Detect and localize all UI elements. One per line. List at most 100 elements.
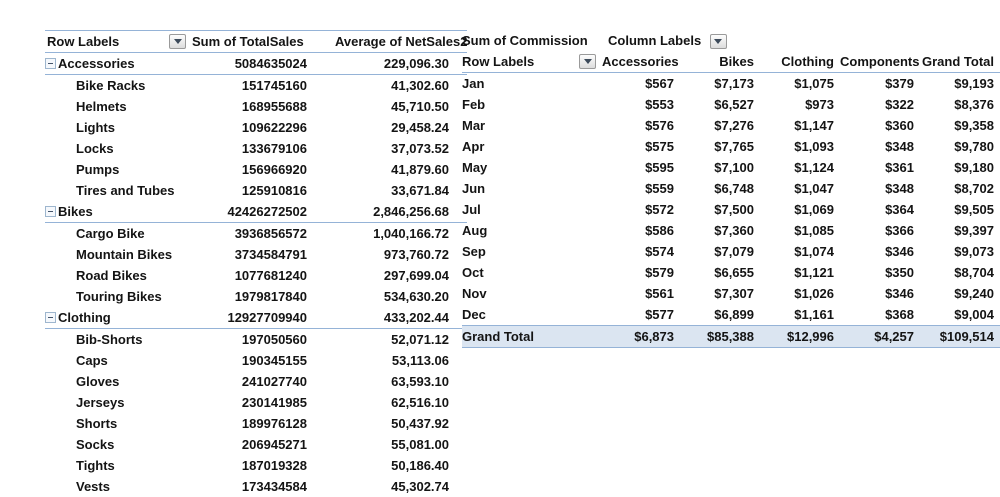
- avg-net-sales-cell[interactable]: 29,458.24: [391, 120, 449, 135]
- components-value-cell[interactable]: $350: [885, 265, 914, 280]
- row-labels-filter-dropdown[interactable]: [579, 54, 596, 69]
- row-label-cell[interactable]: Clothing: [45, 307, 190, 329]
- month-label-cell[interactable]: Jul: [462, 202, 481, 217]
- clothing-value-cell[interactable]: $1,147: [794, 118, 834, 133]
- avg-net-sales-cell[interactable]: 297,699.04: [383, 268, 449, 283]
- components-value-cell[interactable]: $379: [885, 76, 914, 91]
- clothing-value-cell[interactable]: $1,124: [794, 160, 834, 175]
- clothing-value-cell[interactable]: $1,026: [794, 286, 834, 301]
- grand-total-value-cell[interactable]: $9,240: [954, 286, 994, 301]
- column-labels-cell[interactable]: Column Labels: [600, 30, 1000, 51]
- bikes-value-cell[interactable]: $7,079: [714, 244, 754, 259]
- avg-net-sales-cell[interactable]: 50,186.40: [391, 458, 449, 473]
- collapse-minus-icon[interactable]: [45, 58, 56, 69]
- components-value-cell[interactable]: $346: [885, 244, 914, 259]
- grand-total-value-cell[interactable]: $109,514: [920, 325, 1000, 348]
- total-sales-cell[interactable]: 1077681240: [234, 268, 307, 283]
- accessories-value-cell[interactable]: $574: [645, 244, 674, 259]
- row-label-cell[interactable]: Helmets: [45, 96, 190, 117]
- total-sales-cell[interactable]: 230141985: [241, 395, 307, 410]
- components-value-cell[interactable]: $361: [885, 160, 914, 175]
- total-sales-cell[interactable]: 168955688: [241, 99, 307, 114]
- grand-total-value-cell[interactable]: $9,004: [954, 307, 994, 322]
- avg-net-sales-cell[interactable]: 973,760.72: [383, 247, 449, 262]
- row-label-cell[interactable]: Shorts: [45, 413, 190, 434]
- grand-total-value-cell[interactable]: $9,193: [954, 76, 994, 91]
- avg-net-sales-cell[interactable]: 45,710.50: [391, 99, 449, 114]
- total-sales-cell[interactable]: 125910816: [241, 183, 307, 198]
- month-label-cell[interactable]: Jun: [462, 181, 486, 196]
- clothing-value-cell[interactable]: $1,069: [794, 202, 834, 217]
- grand-total-value-cell[interactable]: $9,505: [954, 202, 994, 217]
- components-value-cell[interactable]: $348: [885, 181, 914, 196]
- avg-net-sales-cell[interactable]: 52,071.12: [391, 332, 449, 347]
- bikes-value-cell[interactable]: $7,360: [714, 223, 754, 238]
- collapse-minus-icon[interactable]: [45, 206, 56, 217]
- row-label-cell[interactable]: Touring Bikes: [45, 286, 190, 307]
- row-label-cell[interactable]: Pumps: [45, 159, 190, 180]
- row-label-cell[interactable]: Bikes: [45, 201, 190, 223]
- sum-of-commission-cell[interactable]: Sum of Commission: [462, 33, 588, 48]
- clothing-value-cell[interactable]: $12,996: [760, 325, 840, 348]
- row-label-cell[interactable]: Tires and Tubes: [45, 180, 190, 201]
- total-sales-cell[interactable]: 3734584791: [234, 247, 307, 262]
- avg-net-sales-cell[interactable]: 41,302.60: [391, 78, 449, 93]
- bikes-value-cell[interactable]: $85,388: [680, 325, 760, 348]
- total-sales-cell[interactable]: 197050560: [241, 332, 307, 347]
- total-sales-cell[interactable]: 1979817840: [234, 289, 307, 304]
- row-label-cell[interactable]: Lights: [45, 117, 190, 138]
- avg-net-sales-cell[interactable]: 37,073.52: [391, 141, 449, 156]
- grand-total-value-cell[interactable]: $9,358: [954, 118, 994, 133]
- month-label-cell[interactable]: Nov: [462, 286, 487, 301]
- avg-net-sales-cell[interactable]: 53,113.06: [391, 353, 449, 368]
- row-labels-header-cell[interactable]: Row Labels: [45, 30, 190, 53]
- grand-total-value-cell[interactable]: $9,073: [954, 244, 994, 259]
- components-value-cell[interactable]: $348: [885, 139, 914, 154]
- row-label-cell[interactable]: Caps: [45, 350, 190, 371]
- total-sales-cell[interactable]: 190345155: [241, 353, 307, 368]
- accessories-value-cell[interactable]: $577: [645, 307, 674, 322]
- grand-total-value-cell[interactable]: $9,180: [954, 160, 994, 175]
- month-label-cell[interactable]: May: [462, 160, 488, 175]
- grand-total-label-cell[interactable]: Grand Total: [462, 325, 600, 348]
- row-label-cell[interactable]: Tights: [45, 455, 190, 476]
- row-label-cell[interactable]: Locks: [45, 138, 190, 159]
- total-sales-cell[interactable]: 151745160: [241, 78, 307, 93]
- accessories-value-cell[interactable]: $559: [645, 181, 674, 196]
- accessories-value-cell[interactable]: $561: [645, 286, 674, 301]
- components-value-cell[interactable]: $322: [885, 97, 914, 112]
- total-sales-cell[interactable]: 241027740: [241, 374, 307, 389]
- bikes-value-cell[interactable]: $6,655: [714, 265, 754, 280]
- total-sales-cell[interactable]: 12927709940: [190, 307, 327, 329]
- total-sales-cell[interactable]: 156966920: [241, 162, 307, 177]
- bikes-value-cell[interactable]: $6,899: [714, 307, 754, 322]
- row-labels-header-cell[interactable]: Row Labels: [462, 51, 600, 73]
- row-labels-filter-dropdown[interactable]: [169, 34, 186, 49]
- bikes-value-cell[interactable]: $7,100: [714, 160, 754, 175]
- components-value-cell[interactable]: $364: [885, 202, 914, 217]
- avg-net-sales-cell[interactable]: 41,879.60: [391, 162, 449, 177]
- month-label-cell[interactable]: Mar: [462, 118, 486, 133]
- row-label-cell[interactable]: Road Bikes: [45, 265, 190, 286]
- row-label-cell[interactable]: Jerseys: [45, 392, 190, 413]
- total-sales-cell[interactable]: 133679106: [241, 141, 307, 156]
- month-label-cell[interactable]: Apr: [462, 139, 485, 154]
- sum-of-totalsales-header-cell[interactable]: Sum of TotalSales: [190, 30, 327, 53]
- avg-net-sales-cell[interactable]: 55,081.00: [391, 437, 449, 452]
- grand-total-value-cell[interactable]: $8,702: [954, 181, 994, 196]
- clothing-value-cell[interactable]: $1,047: [794, 181, 834, 196]
- accessories-value-cell[interactable]: $6,873: [600, 325, 680, 348]
- avg-net-sales-cell[interactable]: 2,846,256.68: [327, 201, 467, 223]
- accessories-value-cell[interactable]: $595: [645, 160, 674, 175]
- row-label-cell[interactable]: Mountain Bikes: [45, 244, 190, 265]
- bikes-value-cell[interactable]: $7,307: [714, 286, 754, 301]
- accessories-value-cell[interactable]: $575: [645, 139, 674, 154]
- month-label-cell[interactable]: Dec: [462, 307, 486, 322]
- components-value-cell[interactable]: $368: [885, 307, 914, 322]
- components-value-cell[interactable]: $360: [885, 118, 914, 133]
- collapse-minus-icon[interactable]: [45, 312, 56, 323]
- clothing-value-cell[interactable]: $1,075: [794, 76, 834, 91]
- month-label-cell[interactable]: Jan: [462, 76, 485, 91]
- avg-net-sales-cell[interactable]: 62,516.10: [391, 395, 449, 410]
- row-label-cell[interactable]: Vests: [45, 476, 190, 497]
